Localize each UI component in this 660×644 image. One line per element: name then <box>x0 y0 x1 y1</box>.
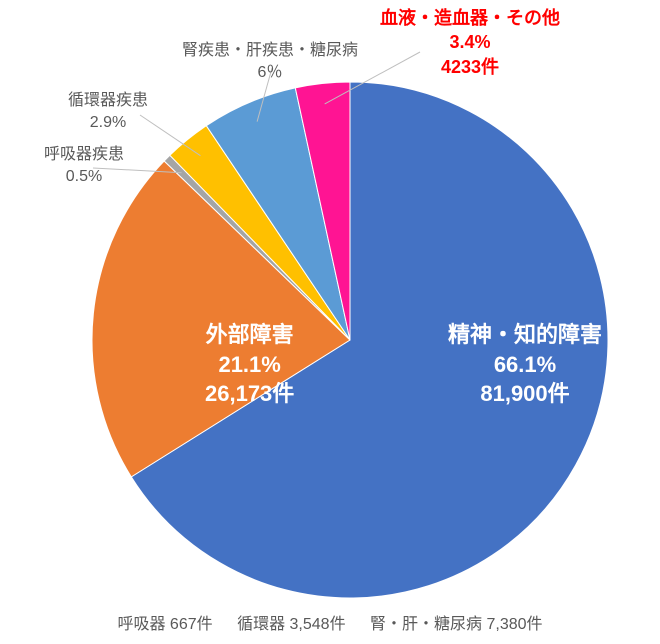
footer-note: 呼吸器 667件 循環器 3,548件 腎・肝・糖尿病 7,380件 <box>0 610 660 634</box>
slice-label-line: 2.9% <box>68 112 148 134</box>
slice-label-line: 血液・造血器・その他 <box>380 6 560 30</box>
slice-label-line: 4233件 <box>380 55 560 79</box>
slice-label-line: 66.1% <box>448 350 602 380</box>
footer-item: 循環器 3,548件 <box>237 616 346 633</box>
slice-label-line: 3.4% <box>380 30 560 54</box>
slice-label-external: 外部障害21.1%26,173件 <box>205 320 294 409</box>
slice-label-line: 呼吸器疾患 <box>44 144 124 166</box>
footer-item: 呼吸器 667件 <box>117 616 212 633</box>
leader-line <box>140 115 200 156</box>
slice-label-respiratory: 呼吸器疾患0.5% <box>44 144 124 187</box>
footer-item: 腎・肝・糖尿病 7,380件 <box>370 616 543 633</box>
pie-chart-container: 精神・知的障害66.1%81,900件 外部障害21.1%26,173件 呼吸器疾患… <box>0 0 660 644</box>
slice-label-circulatory: 循環器疾患2.9% <box>68 90 148 133</box>
slice-label-line: 腎疾患・肝疾患・糖尿病 <box>182 40 358 62</box>
slice-label-line: 6％ <box>182 62 358 84</box>
slice-label-renal: 腎疾患・肝疾患・糖尿病6％ <box>182 40 358 83</box>
slice-label-line: 外部障害 <box>205 320 294 350</box>
slice-label-line: 循環器疾患 <box>68 90 148 112</box>
slice-label-line: 26,173件 <box>205 379 294 409</box>
slice-label-line: 精神・知的障害 <box>448 320 602 350</box>
slice-label-mental: 精神・知的障害66.1%81,900件 <box>448 320 602 409</box>
slice-label-line: 81,900件 <box>448 379 602 409</box>
slice-label-line: 21.1% <box>205 350 294 380</box>
slice-label-blood: 血液・造血器・その他3.4%4233件 <box>380 6 560 79</box>
slice-label-line: 0.5% <box>44 166 124 188</box>
